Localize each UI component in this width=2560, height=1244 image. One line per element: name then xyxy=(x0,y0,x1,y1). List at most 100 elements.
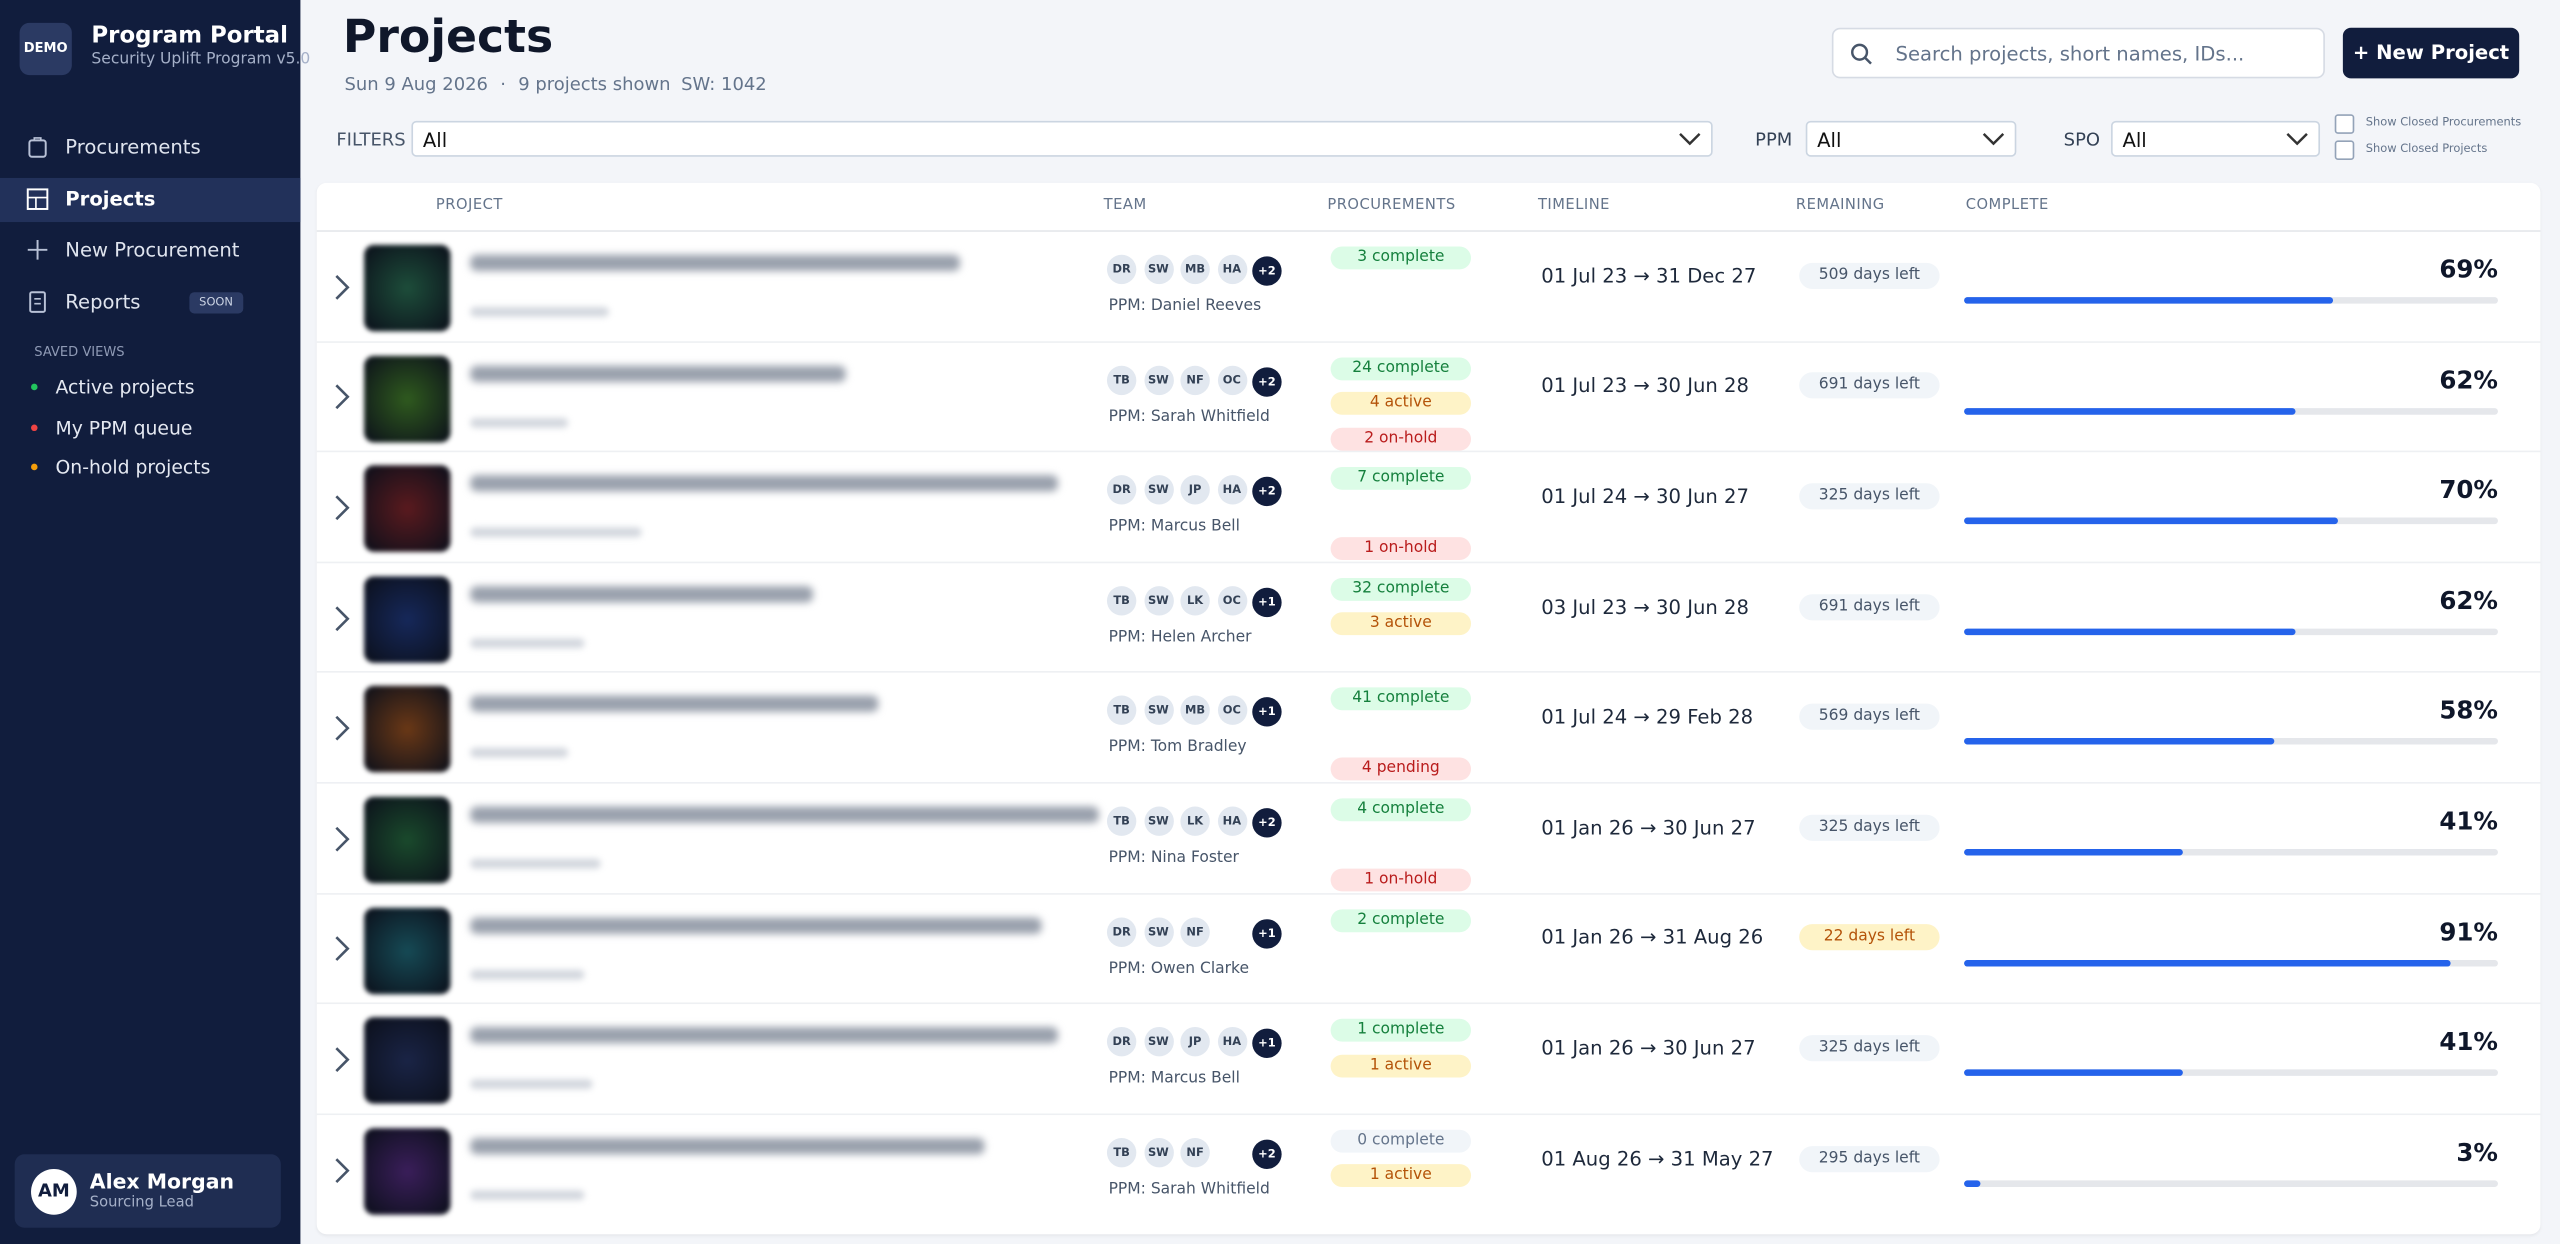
date: Sun 9 Aug 2026 xyxy=(344,73,488,95)
filter-select[interactable]: All xyxy=(411,120,1713,157)
user-role: Sourcing Lead xyxy=(89,1195,194,1212)
nav-icon xyxy=(29,290,46,313)
procurement-pill: 2 complete xyxy=(1330,908,1472,932)
remaining: 691 days left xyxy=(1799,593,1940,620)
table-row[interactable]: TB SW NF +2 PPM: Sarah Whitfield 0 complete 1 … xyxy=(317,1115,2541,1225)
team-avatar: SW xyxy=(1143,585,1174,616)
filter-value: All xyxy=(422,128,448,152)
checkbox xyxy=(2334,114,2355,134)
table-row[interactable]: TB SW NF OC +2 PPM: Sarah Whitfield 24 complet… xyxy=(316,342,2541,453)
procurement-pill: 4 active xyxy=(1330,391,1472,415)
user-card[interactable]: AM Alex Morgan Sourcing Lead xyxy=(14,1154,281,1228)
ppm: PPM: Nina Foster xyxy=(1108,848,1239,867)
progress-track xyxy=(1964,848,2498,856)
blurred-title xyxy=(470,585,814,603)
table-row[interactable]: TB SW LK HA +2 PPM: Nina Foster 4 complete 1 on… xyxy=(316,784,2541,895)
progress-bar xyxy=(1964,959,2450,966)
spo-label: SPO xyxy=(2063,128,2101,151)
complete-percent: 91% xyxy=(2439,916,2498,947)
spo-value: All xyxy=(2122,128,2147,152)
nav-item[interactable]: Projects xyxy=(0,177,301,222)
nav-item[interactable]: Reports SOON xyxy=(0,280,300,324)
team-avatar: TB xyxy=(1106,696,1137,726)
procurement-pill: 1 active xyxy=(1330,1164,1472,1188)
row-divider xyxy=(316,671,2541,674)
subline: Sun 9 Aug 2026 · 9 projects shown SW: 10… xyxy=(344,73,766,94)
team-more: +1 xyxy=(1252,587,1282,617)
table-row[interactable]: TB SW MB OC +1 PPM: Tom Bradley 41 complete 4 p… xyxy=(316,673,2541,784)
procurement-pill: 1 complete xyxy=(1330,1019,1472,1042)
progress-bar xyxy=(1964,738,2274,746)
ppm-value: All xyxy=(1817,128,1842,152)
remaining: 295 days left xyxy=(1799,1145,1940,1172)
team-avatar: SW xyxy=(1143,916,1174,947)
remaining: 569 days left xyxy=(1799,703,1940,731)
team-avatar: SW xyxy=(1143,475,1174,505)
header-divider xyxy=(316,230,2541,232)
saved-view[interactable]: On-hold projects xyxy=(0,452,300,485)
team-more: +2 xyxy=(1252,808,1282,838)
row-divider xyxy=(316,892,2541,895)
blurred-title xyxy=(470,916,1042,934)
search-box[interactable]: Search projects, short names, IDs... xyxy=(1831,27,2325,79)
table-row[interactable]: DR SW JP HA +2 PPM: Marcus Bell 7 complete 1 on… xyxy=(316,453,2541,563)
chevron xyxy=(2286,133,2308,146)
nav-icon xyxy=(28,137,47,158)
timeline: 01 Jul 23 → 31 Dec 27 xyxy=(1541,264,1757,288)
timeline: 01 Jan 26 → 30 Jun 27 xyxy=(1541,815,1756,839)
progress-bar xyxy=(1964,1069,2183,1077)
project-count: 9 projects shown xyxy=(518,73,671,95)
expand-chevron xyxy=(335,605,350,631)
sidebar: DEMO Program Portal Security Uplift Prog… xyxy=(0,0,310,1244)
team-avatar: TB xyxy=(1106,585,1137,616)
team-avatar: OC xyxy=(1217,696,1247,726)
spo-select[interactable]: All xyxy=(2111,120,2321,157)
team-avatar: DR xyxy=(1106,475,1137,505)
ppm-select[interactable]: All xyxy=(1805,120,2017,157)
saved-view-label: On-hold projects xyxy=(55,455,211,479)
expand-chevron xyxy=(335,385,350,410)
team-more: +2 xyxy=(1252,1139,1282,1169)
blurred-meta xyxy=(470,417,569,428)
new-project-button[interactable]: + New Project xyxy=(2342,27,2520,79)
filters-label: FILTERS xyxy=(336,128,406,151)
blurred-meta xyxy=(470,1079,593,1090)
remaining: 325 days left xyxy=(1799,483,1940,510)
saved-view[interactable]: My PPM queue xyxy=(0,412,300,445)
remaining: 22 days left xyxy=(1799,924,1940,951)
complete-percent: 62% xyxy=(2439,585,2498,616)
saved-view-dot xyxy=(31,463,38,471)
procurement-pill: 32 complete xyxy=(1330,577,1472,601)
nav-item[interactable]: New Procurement xyxy=(0,229,300,273)
team-more: +1 xyxy=(1252,697,1282,728)
blurred-meta xyxy=(470,858,601,869)
timeline: 01 Jul 24 → 30 Jun 27 xyxy=(1541,484,1749,508)
nav-item[interactable]: Procurements xyxy=(0,126,300,170)
timeline: 01 Jul 23 → 30 Jun 28 xyxy=(1541,374,1749,398)
timeline: 01 Jan 26 → 30 Jun 27 xyxy=(1541,1036,1756,1060)
team-avatar: SW xyxy=(1143,1027,1174,1057)
progress-track xyxy=(1964,1069,2498,1077)
table-row[interactable]: DR SW JP HA +1 PPM: Marcus Bell 1 complete 1 ac… xyxy=(316,1004,2541,1115)
timeline: 01 Jul 24 → 29 Feb 28 xyxy=(1541,705,1754,729)
team-avatar: TB xyxy=(1106,365,1137,395)
expand-chevron xyxy=(335,1157,350,1183)
expand-chevron xyxy=(335,936,350,962)
team-avatar: JP xyxy=(1180,475,1210,505)
thumbnail xyxy=(364,796,451,884)
checkbox-label: Show Closed Procurements xyxy=(2365,115,2522,129)
saved-view[interactable]: Active projects xyxy=(0,372,300,405)
team-avatar: HA xyxy=(1217,1027,1247,1057)
table-row[interactable]: DR SW MB HA +2 PPM: Daniel Reeves 3 complete 01… xyxy=(316,232,2541,343)
table-row[interactable]: DR SW NF +1 PPM: Owen Clarke 2 complete 01 Jan… xyxy=(316,894,2541,1005)
team-avatar: JP xyxy=(1180,1027,1210,1057)
progress-bar xyxy=(1964,848,2183,856)
team-avatar: SW xyxy=(1143,254,1174,285)
table-row[interactable]: TB SW LK OC +1 PPM: Helen Archer 32 complete 3 … xyxy=(316,563,2541,674)
row-divider xyxy=(316,1002,2541,1005)
ppm: PPM: Marcus Bell xyxy=(1108,1069,1240,1088)
column-header: REMAINING xyxy=(1795,197,1885,214)
blurred-title xyxy=(470,365,846,382)
